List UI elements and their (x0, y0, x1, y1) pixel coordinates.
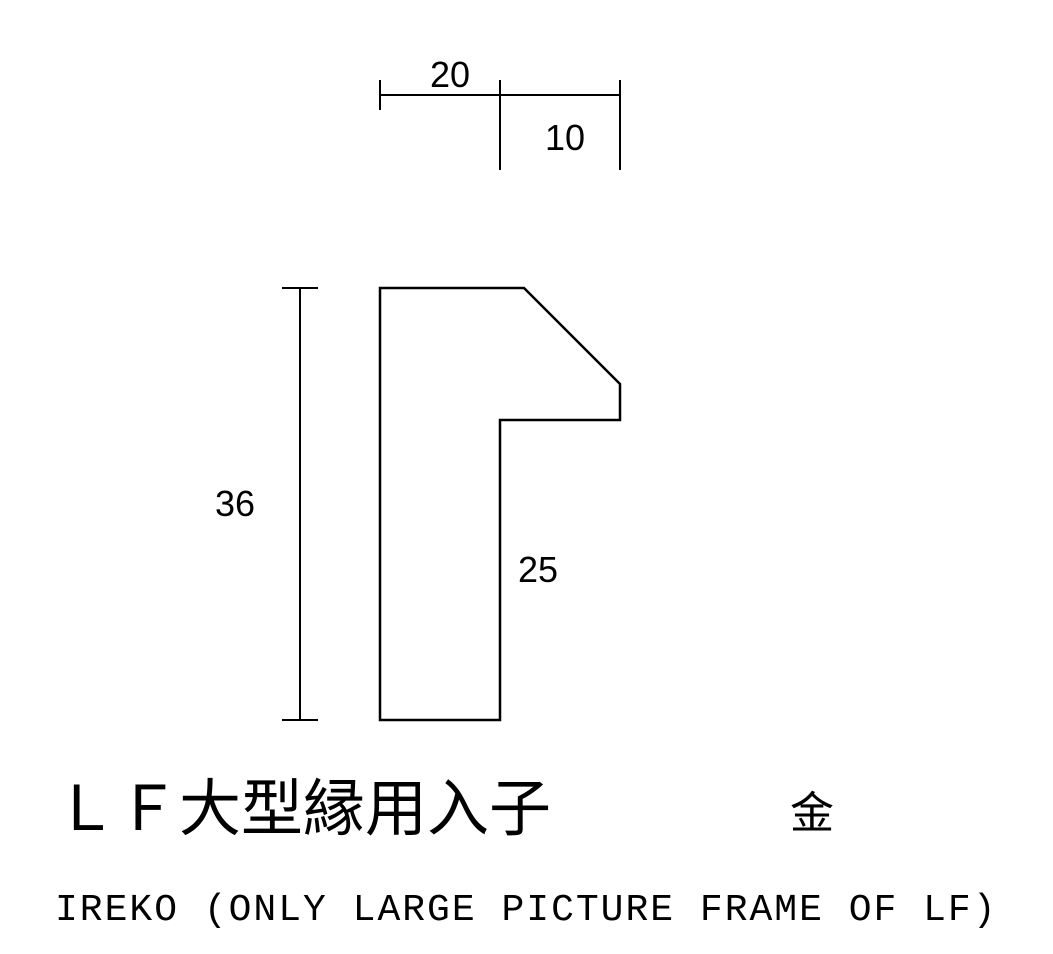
title-japanese-sub: 金 (790, 789, 834, 838)
technical-drawing-canvas: 20 10 36 25 ＬＦ大型縁用入子 金 IREKO (ONLY LARGE… (0, 0, 1053, 954)
dim-width-right-label: 10 (545, 117, 585, 158)
drawing-svg: 20 10 36 25 ＬＦ大型縁用入子 金 IREKO (ONLY LARGE… (0, 0, 1053, 954)
profile-shape (380, 288, 620, 720)
dim-height-total-label: 36 (215, 483, 255, 524)
dim-height-lower: 25 (518, 549, 558, 590)
dim-height-lower-label: 25 (518, 549, 558, 590)
dim-width-right: 10 (500, 80, 585, 170)
title-japanese-main: ＬＦ大型縁用入子 (55, 775, 551, 844)
dim-width-total-label: 20 (430, 54, 470, 95)
title-english: IREKO (ONLY LARGE PICTURE FRAME OF LF) (55, 889, 998, 932)
dim-height-total: 36 (215, 288, 318, 720)
